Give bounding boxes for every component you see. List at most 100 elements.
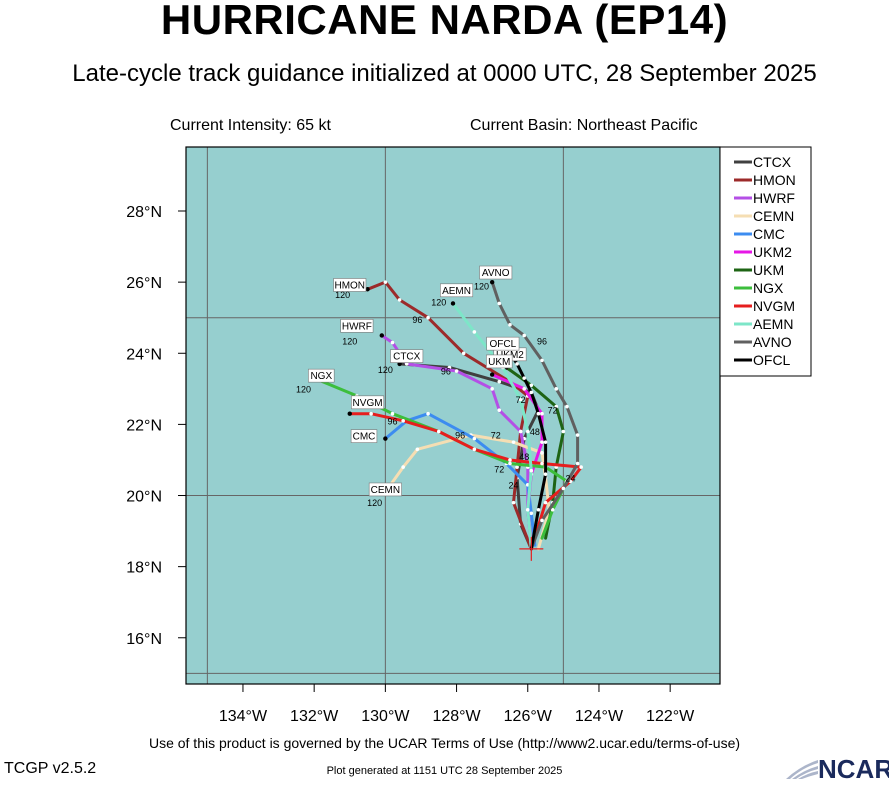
track-point bbox=[540, 461, 544, 466]
track-point bbox=[522, 333, 526, 338]
forecast-hour-label: 48 bbox=[519, 452, 529, 462]
track-aemn bbox=[451, 302, 533, 551]
track-point bbox=[518, 397, 523, 402]
track-point bbox=[390, 411, 395, 416]
track-point bbox=[497, 408, 502, 412]
ncar-logo-text: NCAR bbox=[818, 754, 889, 784]
track-point bbox=[454, 369, 459, 373]
track-point bbox=[436, 429, 441, 434]
model-label-box bbox=[440, 283, 474, 298]
model-label-box bbox=[390, 349, 424, 363]
model-label-box bbox=[333, 278, 367, 292]
track-point bbox=[579, 465, 583, 469]
version-label: TCGP v2.5.2 bbox=[4, 760, 97, 777]
track-point bbox=[543, 472, 548, 476]
x-tick-label: 126°W bbox=[504, 708, 553, 725]
track-point bbox=[426, 315, 430, 320]
track-point bbox=[472, 436, 477, 441]
model-label-box bbox=[308, 368, 335, 383]
model-label-box bbox=[486, 336, 520, 351]
model-label: HWRF bbox=[342, 321, 372, 332]
model-label: AVNO bbox=[482, 268, 510, 279]
track-point bbox=[529, 390, 534, 395]
track-point bbox=[426, 411, 430, 416]
model-label: UKM bbox=[488, 357, 510, 368]
y-tick-label: 20°N bbox=[126, 489, 162, 506]
track-point bbox=[472, 447, 477, 452]
y-tick-label: 28°N bbox=[126, 204, 162, 221]
model-label-box bbox=[351, 395, 385, 410]
track-point bbox=[543, 440, 548, 444]
chart-subtitle: Late-cycle track guidance initialized at… bbox=[72, 60, 817, 87]
y-tick-label: 18°N bbox=[126, 560, 162, 577]
track-point bbox=[508, 458, 512, 462]
chart-title: HURRICANE NARDA (EP14) bbox=[160, 0, 729, 43]
y-tick-label: 26°N bbox=[126, 275, 162, 292]
track-point bbox=[525, 429, 530, 434]
forecast-hour-label: 120 bbox=[474, 281, 489, 291]
track-point bbox=[515, 465, 519, 469]
track-point bbox=[497, 379, 502, 384]
track-end-point bbox=[383, 436, 388, 441]
x-axis: 134°W 132°W 130°W 128°W 126°W 124°W 122°W bbox=[219, 684, 695, 725]
model-label: NGX bbox=[310, 371, 332, 382]
track-point bbox=[397, 298, 402, 302]
track-point bbox=[401, 419, 405, 423]
model-label: OFCL bbox=[490, 339, 517, 350]
model-label-box bbox=[340, 319, 374, 333]
model-label-box bbox=[368, 482, 402, 497]
y-axis: 16°N 18°N 20°N 22°N 24°N 26°N 28°N bbox=[126, 204, 186, 648]
track-point bbox=[401, 465, 405, 469]
model-label-box bbox=[479, 265, 513, 280]
legend: CTCX HMON HWRF CEMN CMC UKM2 UKM NGX NVGM AEMN AVN… bbox=[719, 146, 812, 377]
current-intensity: Current Intensity: 65 kt bbox=[170, 117, 331, 134]
model-label: CEMN bbox=[371, 485, 400, 496]
track-point bbox=[561, 429, 566, 434]
model-label: CTCX bbox=[393, 352, 421, 363]
current-basin: Current Basin: Northeast Pacific bbox=[470, 117, 698, 134]
forecast-hour-label: 96 bbox=[455, 431, 465, 441]
forecast-hour-label: 96 bbox=[537, 336, 547, 346]
legend-label-nvgm: NVGM bbox=[753, 298, 795, 314]
forecast-hour-label: 24 bbox=[565, 473, 575, 483]
track-point bbox=[529, 383, 534, 388]
track-point bbox=[511, 500, 516, 505]
y-tick-label: 16°N bbox=[126, 631, 162, 648]
terms-of-use: Use of this product is governed by the U… bbox=[148, 735, 741, 751]
track-point bbox=[390, 340, 395, 345]
map-ocean bbox=[186, 147, 720, 684]
track-point bbox=[540, 451, 544, 455]
forecast-hour-label: 120 bbox=[367, 498, 382, 508]
model-label-box bbox=[486, 354, 513, 369]
track-end-point bbox=[489, 279, 495, 285]
legend-label-ngx: NGX bbox=[753, 280, 784, 296]
forecast-hour-label: 96 bbox=[387, 416, 397, 426]
track-point bbox=[529, 511, 534, 516]
model-label: CMC bbox=[353, 432, 376, 443]
model-label: AEMN bbox=[442, 286, 471, 297]
y-tick-label: 22°N bbox=[126, 417, 162, 434]
legend-label-ctcx: CTCX bbox=[753, 154, 792, 170]
x-tick-label: 130°W bbox=[361, 708, 410, 725]
forecast-hour-label: 72 bbox=[491, 431, 501, 441]
track-end-point bbox=[489, 372, 495, 377]
track-point bbox=[575, 433, 580, 437]
track-point bbox=[383, 280, 388, 284]
track-end-point bbox=[365, 287, 370, 292]
model-label: NVGM bbox=[353, 398, 383, 409]
forecast-hour-label: 120 bbox=[296, 384, 311, 394]
track-point bbox=[554, 404, 559, 409]
track-point bbox=[536, 507, 541, 512]
forecast-hour-label: 48 bbox=[530, 427, 540, 437]
legend-label-cemn: CEMN bbox=[753, 208, 794, 224]
track-point bbox=[525, 507, 530, 512]
model-label: HMON bbox=[334, 280, 365, 291]
legend-box bbox=[719, 146, 812, 377]
track-labels: 7296120CTCX96120HMON72120HWRF120CEMN96CM… bbox=[296, 265, 575, 508]
track-end-point bbox=[347, 411, 352, 416]
track-point bbox=[529, 468, 534, 473]
map-grid bbox=[186, 147, 720, 684]
track-point bbox=[554, 387, 559, 391]
legend-label-hmon: HMON bbox=[753, 172, 796, 188]
